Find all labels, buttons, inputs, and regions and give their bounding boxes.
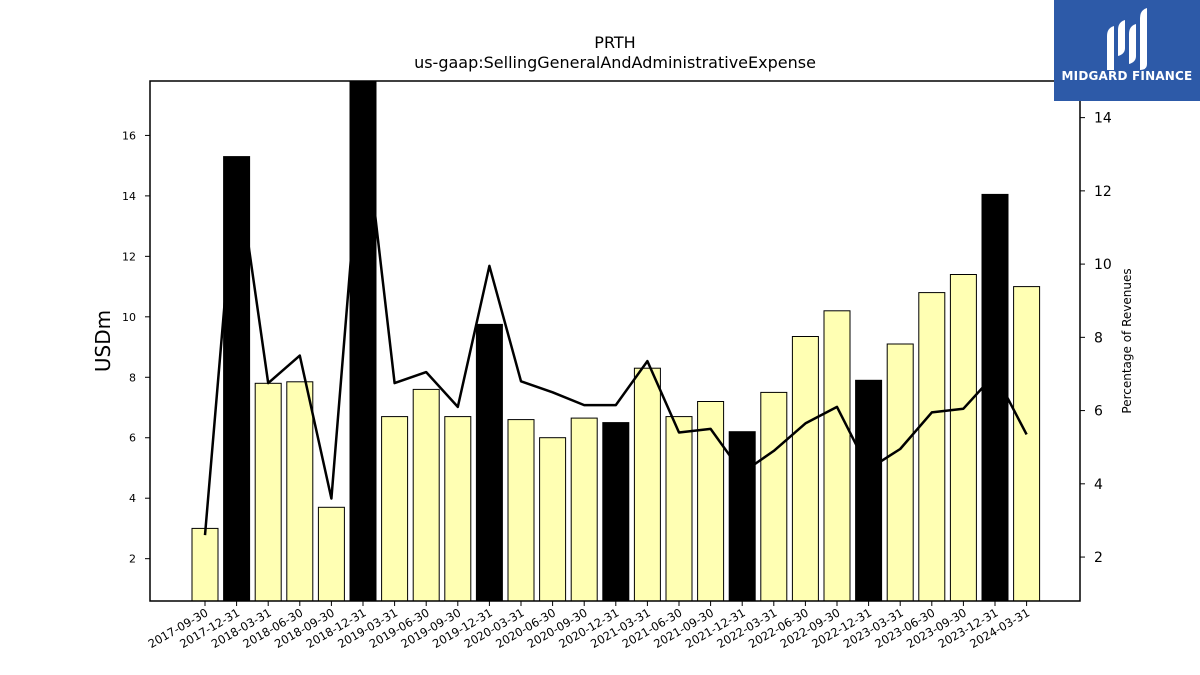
bar — [855, 379, 883, 602]
brand-logo: MIDGARD FINANCE — [1054, 0, 1200, 101]
plot-frame — [149, 80, 1081, 602]
bar — [728, 431, 756, 602]
bar — [381, 416, 409, 602]
y2-axis-label: Percentage of Revenues — [1120, 268, 1134, 413]
bar — [475, 323, 503, 602]
bar — [918, 292, 946, 602]
y2-tick-label: 12 — [1094, 184, 1112, 200]
y2-tick-label: 10 — [1094, 257, 1112, 273]
midgard-logo-icon — [1107, 8, 1147, 70]
y2-tick-label: 14 — [1094, 111, 1112, 127]
bar — [412, 388, 440, 602]
bar — [349, 80, 377, 602]
bar — [191, 527, 219, 602]
bar — [602, 422, 630, 602]
y2-tick-label: 2 — [1094, 550, 1103, 566]
y-tick-label: 8 — [129, 371, 136, 384]
percentage-line — [203, 109, 1028, 536]
bar — [444, 416, 472, 602]
bar — [570, 417, 598, 602]
y-tick-label: 2 — [129, 553, 136, 566]
bar — [886, 343, 914, 602]
bar — [1013, 286, 1041, 602]
y2-tick-label: 6 — [1094, 404, 1103, 420]
y2-tick-label: 4 — [1094, 477, 1103, 493]
bar — [286, 381, 314, 602]
y2-tick-label: 8 — [1094, 330, 1103, 346]
y-tick-label: 4 — [129, 492, 136, 505]
brand-name: MIDGARD FINANCE — [1061, 69, 1193, 83]
y-axis-left: 2 4 6 8 10 12 14 16 — [122, 129, 150, 566]
bar-series — [191, 80, 1041, 602]
bar — [791, 336, 819, 602]
y-axis-right: 2 4 6 8 10 12 14 — [1080, 111, 1112, 566]
y-tick-label: 16 — [122, 129, 136, 142]
chart-subtitle: us-gaap:SellingGeneralAndAdministrativeE… — [414, 53, 816, 72]
y-axis-label: USDm — [91, 310, 115, 372]
y-tick-label: 6 — [129, 432, 136, 445]
bar — [981, 193, 1009, 602]
bar — [507, 419, 535, 602]
x-axis: 2017-09-302017-12-312018-03-312018-06-30… — [146, 601, 1032, 651]
bar — [254, 382, 282, 602]
bar — [317, 506, 345, 602]
bar — [633, 367, 661, 602]
chart-title: PRTH — [594, 33, 635, 52]
y-tick-label: 10 — [122, 311, 136, 324]
y-tick-label: 14 — [122, 190, 136, 203]
bar — [665, 416, 693, 602]
bar — [539, 437, 567, 602]
bar — [949, 274, 977, 602]
bar — [697, 401, 725, 602]
bar — [760, 391, 788, 602]
bar — [823, 310, 851, 602]
y-tick-label: 12 — [122, 250, 136, 263]
